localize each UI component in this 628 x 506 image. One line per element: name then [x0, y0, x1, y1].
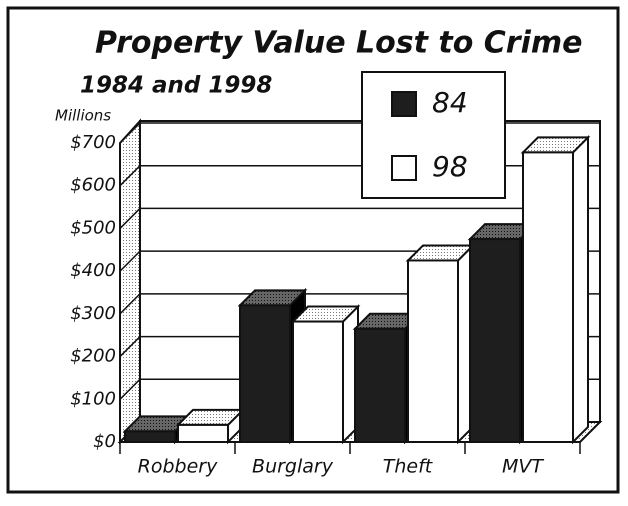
bar	[354, 327, 406, 443]
y-tick-label: $200	[70, 346, 116, 367]
y-axis-label: Millions	[55, 107, 111, 125]
legend-label: 84	[432, 86, 468, 119]
legend-swatch	[391, 91, 417, 117]
x-tick-label: MVT	[502, 456, 544, 478]
bar	[124, 430, 176, 444]
y-tick-label: $500	[70, 217, 116, 238]
bar	[522, 151, 574, 443]
grid-line	[119, 207, 600, 229]
bar	[177, 423, 229, 443]
legend-label: 98	[432, 150, 468, 183]
legend	[361, 71, 506, 199]
y-tick-label: $400	[70, 260, 116, 281]
y-tick-label: $100	[70, 388, 116, 409]
chart-subtitle: 1984 and 1998	[80, 73, 272, 99]
y-tick-label: $0	[93, 431, 116, 452]
bar	[469, 238, 521, 443]
y-tick-label: $700	[70, 132, 116, 153]
bar	[292, 320, 344, 443]
x-tick-label: Robbery	[138, 456, 218, 478]
chart-title: Property Value Lost to Crime	[95, 26, 582, 61]
y-tick-label: $300	[70, 303, 116, 324]
bar	[239, 304, 291, 444]
legend-swatch	[391, 155, 417, 181]
frame	[6, 6, 620, 494]
x-tick-label: Burglary	[252, 456, 334, 478]
bar	[407, 259, 459, 444]
y-tick-label: $600	[70, 175, 116, 196]
bar-side	[572, 134, 589, 445]
x-tick-label: Theft	[383, 456, 434, 478]
